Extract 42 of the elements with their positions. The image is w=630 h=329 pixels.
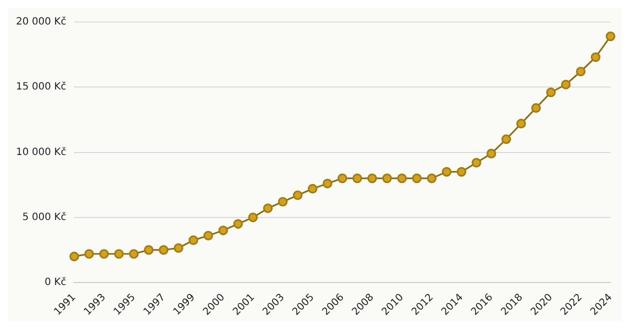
y-tick-label: 15 000 Kč bbox=[16, 82, 66, 93]
point bbox=[501, 134, 512, 144]
point bbox=[546, 88, 556, 98]
point bbox=[561, 80, 571, 90]
point bbox=[99, 249, 109, 259]
point bbox=[486, 148, 496, 158]
point bbox=[248, 212, 258, 222]
point bbox=[442, 167, 452, 177]
point bbox=[590, 52, 600, 62]
point bbox=[263, 203, 273, 214]
point bbox=[338, 174, 348, 184]
point bbox=[69, 252, 80, 262]
point bbox=[233, 219, 243, 229]
y-tick-label: 0 Kč bbox=[44, 277, 66, 288]
point bbox=[158, 245, 168, 255]
point bbox=[144, 245, 154, 255]
point bbox=[292, 190, 302, 200]
point bbox=[412, 174, 422, 184]
point bbox=[516, 118, 526, 128]
point bbox=[352, 174, 362, 184]
point bbox=[397, 174, 407, 184]
y-tick-label: 20 000 Kč bbox=[16, 16, 66, 28]
point bbox=[382, 174, 392, 184]
point bbox=[606, 32, 616, 42]
point bbox=[174, 243, 184, 253]
point bbox=[218, 226, 228, 236]
point bbox=[188, 235, 198, 245]
point bbox=[114, 249, 124, 259]
point bbox=[456, 167, 466, 177]
point bbox=[322, 178, 332, 188]
point bbox=[278, 196, 288, 207]
y-tick-label: 10 000 Kč bbox=[16, 146, 66, 158]
point bbox=[426, 174, 437, 184]
point bbox=[129, 249, 139, 259]
point bbox=[576, 66, 586, 76]
point bbox=[203, 230, 214, 240]
point bbox=[308, 184, 318, 194]
point bbox=[84, 249, 94, 259]
y-tick-label: 5 000 Kč bbox=[22, 212, 66, 223]
point bbox=[472, 158, 482, 168]
point bbox=[367, 174, 377, 184]
point bbox=[531, 103, 541, 113]
